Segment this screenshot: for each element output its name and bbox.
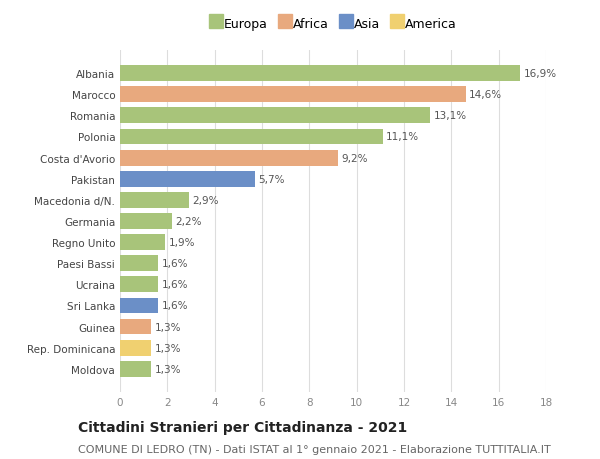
Text: Cittadini Stranieri per Cittadinanza - 2021: Cittadini Stranieri per Cittadinanza - 2… — [78, 420, 407, 434]
Text: 1,6%: 1,6% — [161, 301, 188, 311]
Bar — [120, 66, 520, 82]
Text: 1,9%: 1,9% — [169, 238, 195, 247]
Bar — [120, 298, 158, 313]
Text: 2,2%: 2,2% — [176, 217, 202, 226]
Text: COMUNE DI LEDRO (TN) - Dati ISTAT al 1° gennaio 2021 - Elaborazione TUTTITALIA.I: COMUNE DI LEDRO (TN) - Dati ISTAT al 1° … — [78, 444, 551, 454]
Bar — [120, 129, 383, 145]
Bar — [120, 192, 188, 208]
Bar — [120, 235, 165, 251]
Text: 1,3%: 1,3% — [154, 364, 181, 374]
Bar — [120, 108, 430, 124]
Text: 13,1%: 13,1% — [434, 111, 467, 121]
Bar — [120, 171, 255, 187]
Text: 1,6%: 1,6% — [161, 258, 188, 269]
Text: 5,7%: 5,7% — [259, 174, 285, 185]
Bar — [120, 277, 158, 292]
Bar — [120, 319, 151, 335]
Text: 11,1%: 11,1% — [386, 132, 419, 142]
Text: 9,2%: 9,2% — [341, 153, 368, 163]
Bar — [120, 213, 172, 230]
Bar — [120, 87, 466, 103]
Bar — [120, 151, 338, 166]
Text: 14,6%: 14,6% — [469, 90, 502, 100]
Text: 1,6%: 1,6% — [161, 280, 188, 290]
Text: 1,3%: 1,3% — [154, 343, 181, 353]
Bar — [120, 361, 151, 377]
Bar — [120, 256, 158, 272]
Text: 2,9%: 2,9% — [192, 196, 218, 205]
Bar — [120, 340, 151, 356]
Text: 16,9%: 16,9% — [524, 69, 557, 79]
Text: 1,3%: 1,3% — [154, 322, 181, 332]
Legend: Europa, Africa, Asia, America: Europa, Africa, Asia, America — [206, 16, 460, 34]
